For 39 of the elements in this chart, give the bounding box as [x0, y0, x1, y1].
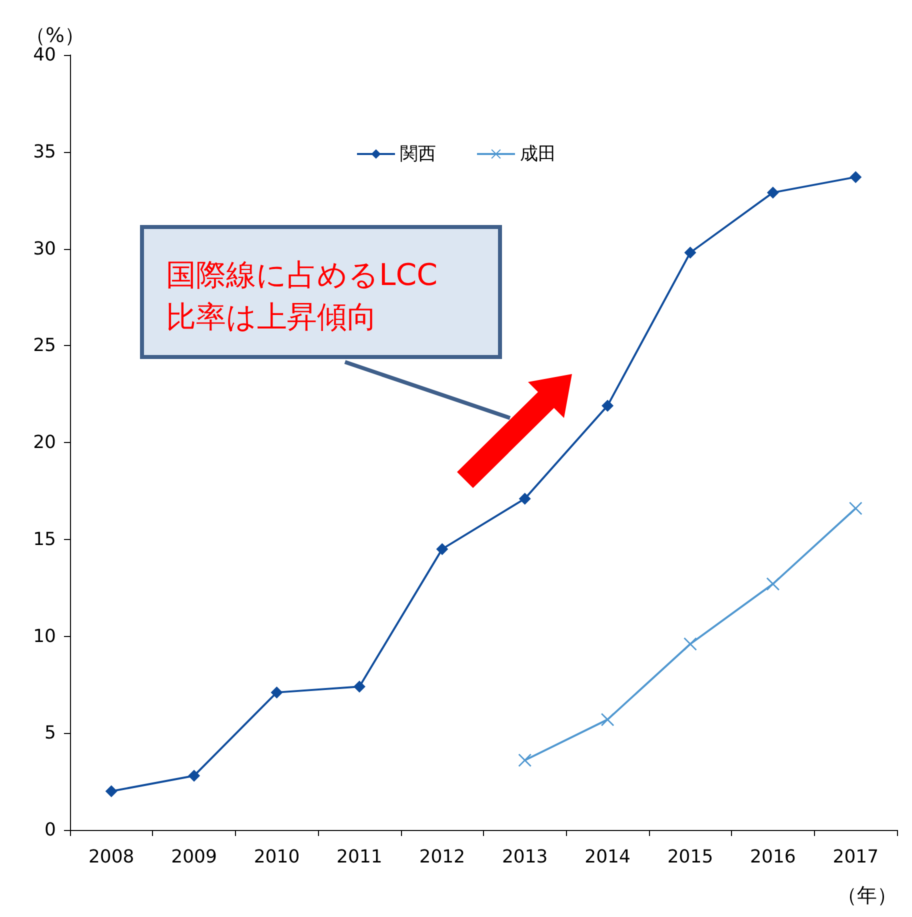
- point: [105, 785, 118, 798]
- annotation: 国際線に占めるLCC 比率は上昇傾向: [140, 225, 502, 359]
- x-tick-label: 2008: [88, 846, 134, 868]
- point: [766, 186, 779, 199]
- y-tick-label: 5: [44, 722, 56, 744]
- point: [270, 686, 283, 698]
- y-tick-label: 20: [33, 432, 56, 453]
- x-tick-label: 2016: [750, 846, 796, 868]
- point: [518, 492, 531, 505]
- x-tick-label: 2014: [584, 846, 630, 868]
- y-tick-label: 0: [44, 820, 56, 840]
- point: [436, 543, 448, 556]
- y-tick-label: 35: [33, 141, 56, 162]
- point: [850, 171, 862, 184]
- point: [353, 680, 366, 693]
- x-tick-label: 2017: [832, 846, 879, 868]
- legend-label: 成田: [520, 144, 556, 164]
- point: [684, 638, 697, 650]
- x-axis-title: （年）: [837, 883, 897, 907]
- y-tick-label: 10: [33, 626, 56, 647]
- x-tick-label: 2011: [336, 846, 382, 868]
- y-tick-label: 30: [33, 238, 56, 260]
- point: [601, 713, 614, 726]
- point: [188, 770, 200, 782]
- y-tick-label: 40: [33, 44, 56, 66]
- legend-label: 関西: [400, 144, 436, 164]
- y-tick-label: 25: [33, 335, 56, 356]
- point: [849, 502, 862, 515]
- x-tick-label: 2010: [254, 846, 300, 868]
- x-tick-label: 2012: [419, 846, 466, 868]
- x-tick-label: 2013: [502, 846, 548, 868]
- point: [602, 400, 614, 412]
- y-tick-label: 15: [33, 528, 56, 550]
- x-tick-label: 2015: [667, 846, 714, 868]
- x-tick-label: 2009: [171, 846, 217, 868]
- point: [766, 577, 780, 590]
- point: [518, 754, 532, 767]
- y-axis-title: （%）: [25, 23, 85, 47]
- point: [684, 246, 696, 259]
